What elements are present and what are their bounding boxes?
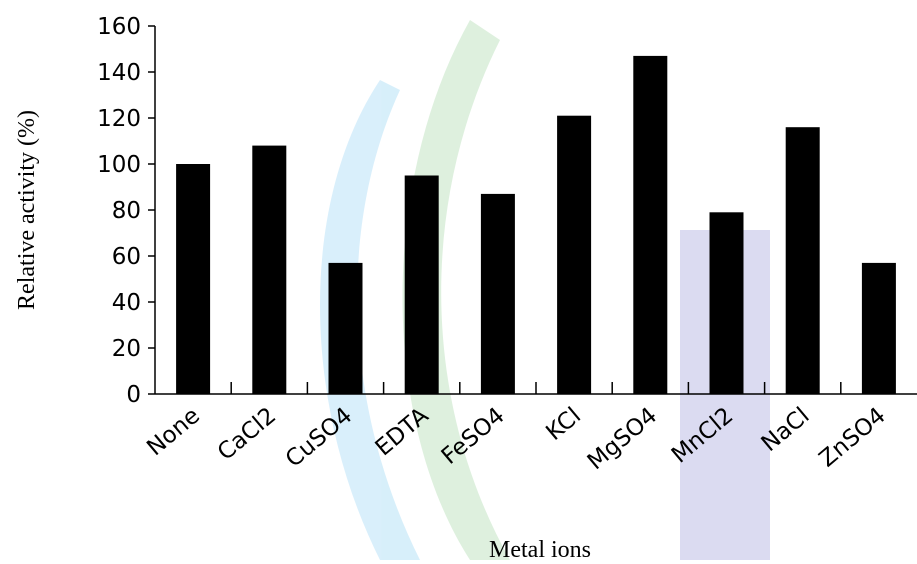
bar — [785, 127, 820, 394]
y-tick-label: 100 — [97, 152, 141, 178]
x-tick-label: KCl — [541, 403, 586, 446]
bar — [633, 55, 668, 395]
watermark — [320, 20, 770, 560]
bar — [709, 212, 744, 394]
bar — [252, 145, 287, 394]
x-tick-label: ZnSO4 — [815, 403, 891, 473]
y-tick-label: 60 — [112, 244, 141, 270]
x-axis-title: Metal ions — [489, 537, 591, 563]
y-tick-label: 80 — [112, 198, 141, 224]
y-tick-label: 40 — [112, 290, 141, 316]
y-tick-label: 140 — [97, 60, 141, 86]
y-axis-title: Relative activity (%) — [14, 110, 40, 310]
y-tick-label: 120 — [97, 106, 141, 132]
y-tick-label: 0 — [126, 382, 141, 408]
x-tick-label: MgSO4 — [583, 403, 662, 475]
y-tick-label: 160 — [97, 14, 141, 40]
bar — [557, 115, 592, 394]
bar — [861, 262, 896, 394]
bar — [404, 175, 439, 394]
bar — [480, 193, 515, 394]
x-tick-label: CaCl2 — [213, 403, 281, 466]
bar — [328, 262, 363, 394]
y-tick-label: 20 — [112, 336, 141, 362]
x-tick-label: None — [142, 403, 205, 461]
bar — [176, 164, 211, 394]
